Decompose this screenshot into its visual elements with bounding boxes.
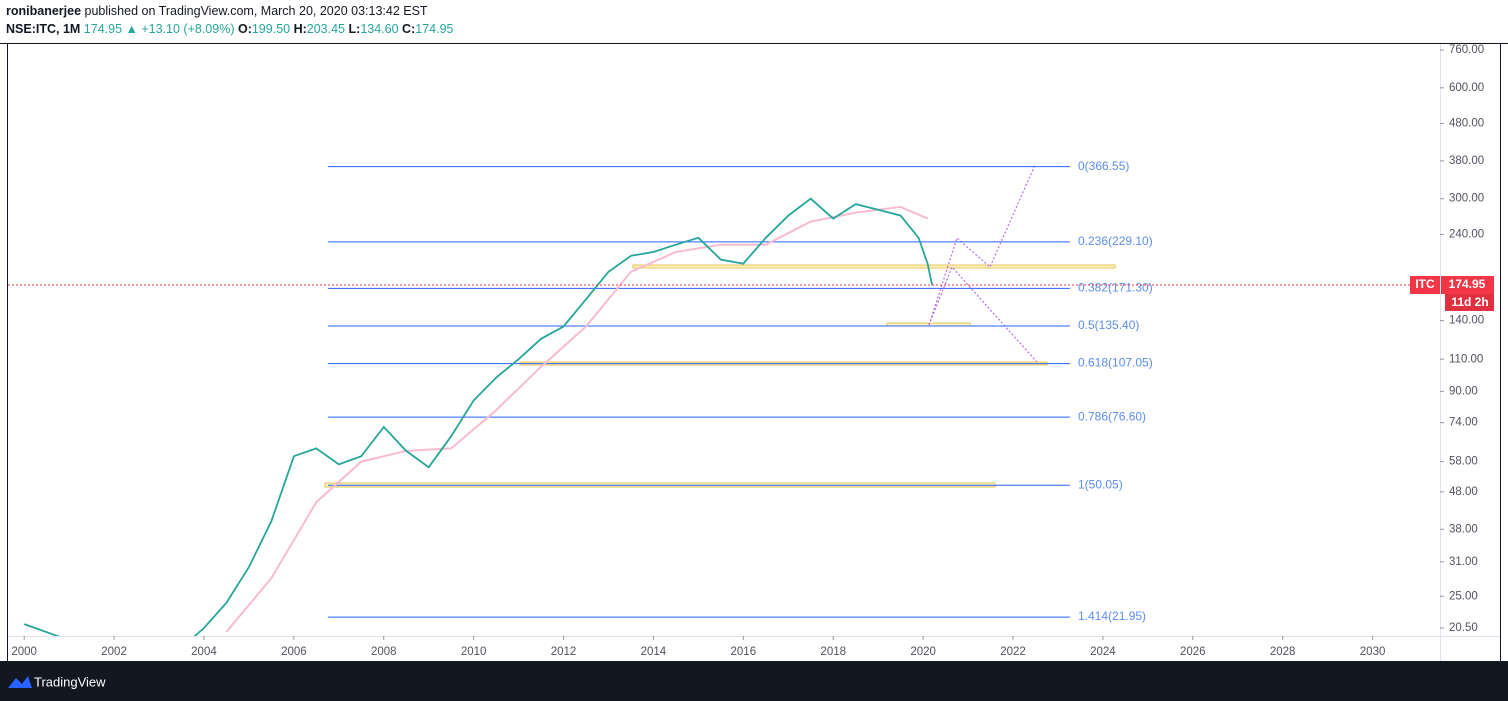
ohlc-value: 134.60 — [360, 22, 398, 36]
countdown-tag — [1445, 293, 1494, 311]
projection — [928, 265, 1038, 363]
ohlc-label: H: — [294, 22, 307, 36]
symbol: NSE:ITC, 1M — [6, 22, 80, 36]
y-tick-label: 25.00 — [1449, 590, 1478, 602]
x-tick-label: 2006 — [281, 646, 307, 658]
x-tick-label: 2018 — [820, 646, 846, 658]
x-tick-label: 2012 — [551, 646, 577, 658]
change: ▲ +13.10 (+8.09%) — [126, 22, 235, 36]
fib-label: 1(50.05) — [1078, 477, 1123, 491]
fib-label: 1.414(21.95) — [1078, 609, 1146, 623]
logo — [8, 676, 32, 688]
x-tick-label: 2000 — [11, 646, 37, 658]
symbol-tag: ITC — [1415, 277, 1435, 291]
fib-label: 0.382(171.30) — [1078, 281, 1153, 295]
brand: TradingView — [34, 674, 106, 689]
x-tick-label: 2008 — [371, 646, 397, 658]
plot — [23, 166, 1070, 636]
projection — [928, 164, 1036, 326]
footer-bar — [0, 662, 1508, 701]
y-tick-label: 20.50 — [1449, 622, 1478, 634]
fib-label: 0.5(135.40) — [1078, 318, 1139, 332]
countdown: 11d 2h — [1451, 295, 1488, 309]
fib-label: 0(366.55) — [1078, 159, 1129, 173]
fib-label: 0.618(107.05) — [1078, 356, 1153, 370]
published: published on TradingView.com, March 20, … — [85, 4, 428, 18]
x-tick-label: 2024 — [1090, 646, 1116, 658]
y-tick-label: 240.00 — [1449, 228, 1484, 240]
y-tick-label: 48.00 — [1449, 486, 1478, 498]
y-tick-label: 90.00 — [1449, 385, 1478, 397]
series-line — [23, 197, 933, 636]
y-tick-label: 110.00 — [1449, 353, 1483, 365]
y-tick-label: 300.00 — [1449, 193, 1484, 205]
x-tick-label: 2004 — [191, 646, 217, 658]
y-tick-label: 380.00 — [1449, 155, 1484, 167]
price-tag — [1441, 275, 1494, 294]
x-tick-label: 2028 — [1270, 646, 1296, 658]
y-tick-label: 58.00 — [1449, 456, 1478, 468]
series-line — [225, 205, 928, 633]
ohlc-value: 199.50 — [252, 22, 290, 36]
x-tick-label: 2030 — [1360, 646, 1386, 658]
y-tick-label: 31.00 — [1449, 556, 1478, 568]
x-tick-label: 2010 — [461, 646, 487, 658]
y-tick-label: 38.00 — [1449, 523, 1478, 535]
x-tick-label: 2026 — [1180, 646, 1206, 658]
x-tick-label: 2022 — [1000, 646, 1026, 658]
x-tick-label: 2002 — [101, 646, 127, 658]
x-tick-label: 2014 — [641, 646, 667, 658]
ohlc-value: 203.45 — [307, 22, 345, 36]
last-price: 174.95 — [1449, 277, 1486, 291]
fib-label: 0.236(229.10) — [1078, 234, 1153, 248]
y-tick-label: 600.00 — [1449, 82, 1484, 94]
fib-label: 0.786(76.60) — [1078, 409, 1146, 423]
header-line: NSE:ITC, 1M 174.95 ▲ +13.10 (+8.09%) O:1… — [6, 22, 454, 36]
y-tick-label: 140.00 — [1449, 315, 1484, 327]
ohlc-label: L: — [349, 22, 361, 36]
x-tick-label: 2020 — [910, 646, 936, 658]
y-tick-label: 74.00 — [1449, 417, 1478, 429]
ohlc-label: C: — [402, 22, 415, 36]
projections — [928, 164, 1038, 363]
author: ronibanerjee — [6, 4, 81, 18]
x-tick-label: 2016 — [731, 646, 757, 658]
panel — [0, 0, 1508, 661]
y-tick-label: 760.00 — [1449, 44, 1484, 56]
last: 174.95 — [84, 22, 122, 36]
y-tick-label: 480.00 — [1449, 118, 1484, 130]
price-tag — [1410, 275, 1440, 294]
ohlc-value: 174.95 — [415, 22, 453, 36]
ohlc-label: O: — [238, 22, 252, 36]
header-line: ronibanerjee published on TradingView.co… — [6, 4, 428, 18]
zone — [632, 264, 1116, 269]
